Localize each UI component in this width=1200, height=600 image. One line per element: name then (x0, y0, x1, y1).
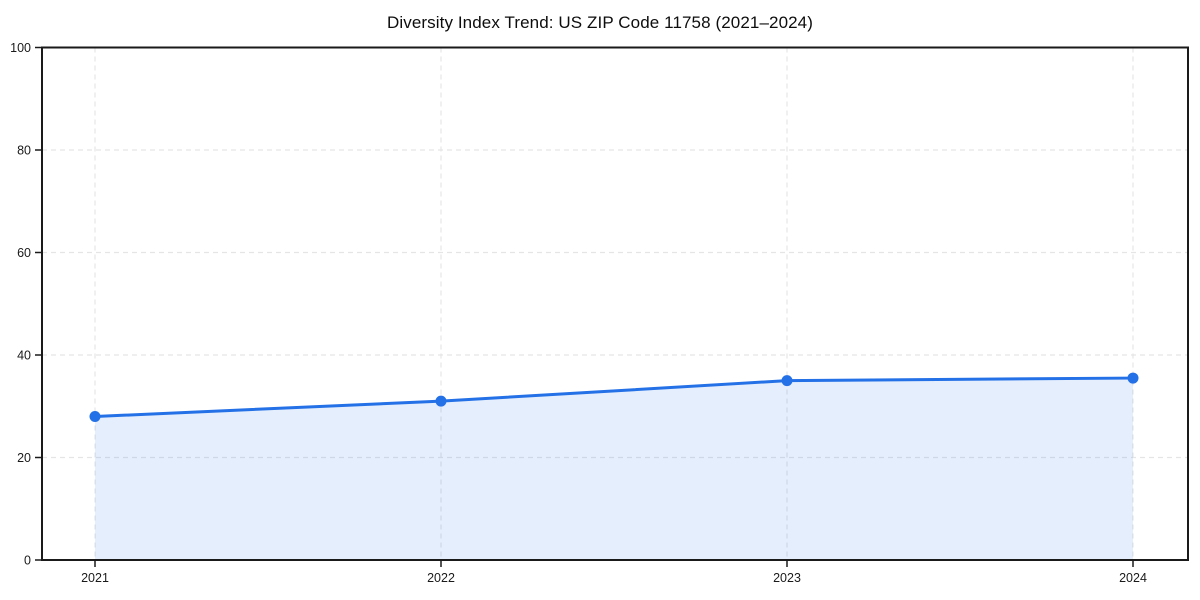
y-tick-label: 20 (17, 451, 31, 465)
y-tick-label: 40 (17, 349, 31, 363)
trend-line (93, 376, 1135, 418)
data-point-2021 (89, 411, 101, 422)
series-area-line (89, 372, 1139, 559)
axes (41, 46, 1189, 561)
data-point-2024 (1127, 372, 1139, 384)
x-tick-label: 2024 (1119, 571, 1147, 585)
data-point-2023 (781, 375, 793, 387)
data-point-2022 (435, 395, 447, 407)
y-tick-label: 100 (10, 41, 31, 55)
x-tick-label: 2023 (773, 571, 801, 585)
area-fill (95, 378, 1133, 559)
y-tick-label: 0 (24, 554, 31, 568)
plot-border (41, 46, 1189, 561)
x-tick-label: 2021 (81, 571, 109, 585)
y-tick-label: 60 (17, 246, 31, 260)
x-tick-label: 2022 (427, 571, 455, 585)
tick-labels: 0 20 40 60 80 100 2021 2022 2023 2024 (10, 41, 1147, 585)
y-tick-label: 80 (17, 144, 31, 158)
chart-title: Diversity Index Trend: US ZIP Code 11758… (386, 13, 814, 32)
